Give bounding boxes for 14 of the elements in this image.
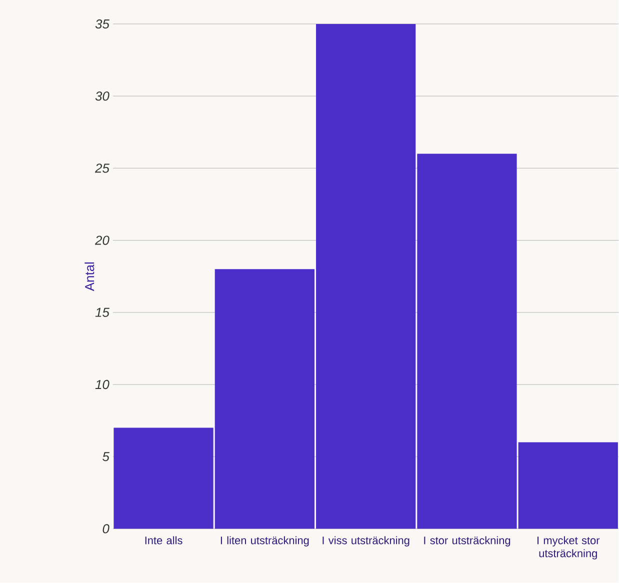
y-tick-label: 15: [95, 308, 110, 318]
x-tick-label: I viss utsträckning: [322, 536, 410, 547]
y-tick-label: 20: [94, 236, 110, 246]
y-tick-label: 35: [95, 20, 110, 29]
y-tick-label: 5: [102, 452, 110, 462]
x-tick-label: I stor utsträckning: [424, 536, 510, 547]
y-axis-title: Antal: [84, 262, 94, 292]
x-tick-label: I mycket stor utsträckning: [537, 536, 600, 560]
y-tick-label: 25: [94, 164, 110, 173]
y-tick-label: 0: [102, 524, 110, 534]
x-tick-label: I liten utsträckning: [220, 536, 309, 547]
y-tick-label: 30: [95, 92, 110, 101]
x-tick-label: Inte alls: [145, 536, 182, 544]
y-tick-label: 10: [95, 380, 110, 390]
